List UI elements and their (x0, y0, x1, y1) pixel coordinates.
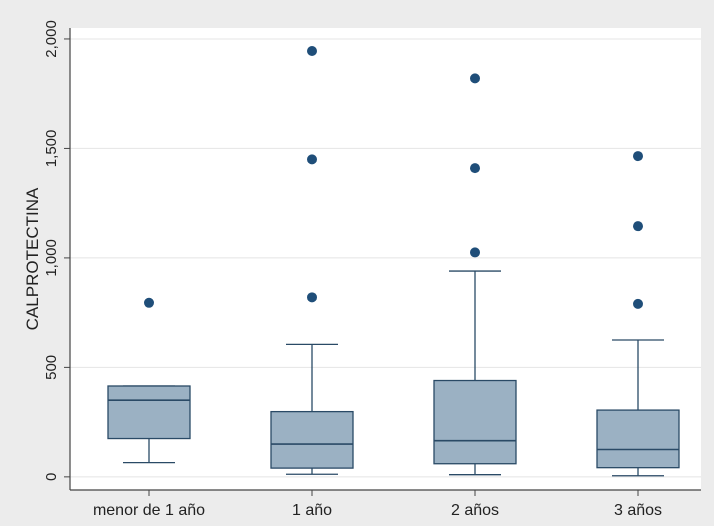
iqr-box (433, 379, 517, 465)
outlier-point (470, 247, 480, 258)
outlier-point (307, 154, 317, 165)
outlier-point (633, 221, 643, 232)
outlier-point (470, 163, 480, 174)
outlier-point (633, 298, 643, 309)
x-tick-label: 2 años (451, 502, 499, 519)
x-ticks: menor de 1 año 1 año 2 años 3 años (93, 490, 662, 519)
outlier-point (633, 151, 643, 162)
box-group (433, 73, 517, 476)
y-tick-label: 500 (43, 355, 60, 380)
gridlines (70, 38, 701, 478)
y-tick-label: 2,000 (43, 20, 60, 58)
boxes-layer (107, 45, 680, 477)
x-tick-label: menor de 1 año (93, 502, 205, 519)
y-tick-label: 1,000 (43, 239, 60, 277)
x-tick-label: 3 años (614, 502, 662, 519)
x-tick-label: 1 año (292, 502, 332, 519)
axes-layer (69, 28, 701, 491)
outlier-point (307, 45, 317, 56)
iqr-box (596, 409, 680, 469)
outlier-point (144, 297, 154, 308)
box-group (270, 45, 354, 475)
box-group (596, 151, 680, 477)
box-group (107, 297, 191, 464)
iqr-box (107, 385, 191, 440)
iqr-box (270, 410, 354, 469)
y-tick-label: 1,500 (43, 130, 60, 168)
outlier-point (470, 73, 480, 84)
outlier-point (307, 292, 317, 303)
y-axis-label: CALPROTECTINA (23, 187, 42, 330)
y-tick-label: 0 (43, 473, 60, 481)
y-ticks: 0 500 1,000 1,500 2,000 (43, 20, 70, 481)
